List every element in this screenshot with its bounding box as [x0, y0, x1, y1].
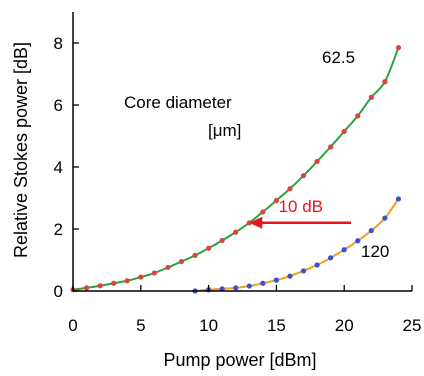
series-1-point: [260, 280, 266, 286]
y-tick-label: 6: [54, 96, 63, 115]
series-1-point: [233, 285, 239, 291]
annotation-10db: 10 dB: [279, 197, 323, 216]
series-0-point: [192, 252, 198, 258]
series-label-62-5: 62.5: [322, 48, 355, 67]
series-1-point: [355, 238, 361, 244]
x-tick-label: 5: [136, 316, 145, 335]
series-1-point: [300, 268, 307, 274]
x-tick-label: 0: [68, 316, 77, 335]
series-1-point: [219, 286, 225, 292]
series-0-point: [260, 209, 266, 215]
series-0-point: [341, 128, 347, 134]
series-1-point: [246, 283, 252, 289]
y-tick-label: 2: [54, 220, 63, 239]
series-0-point: [206, 245, 212, 251]
series-1-point: [273, 277, 279, 283]
series-0-point: [273, 197, 279, 204]
series-0-point: [178, 258, 185, 265]
series-0-point: [395, 45, 402, 51]
legend-title-line2: [μm]: [208, 121, 241, 140]
series-0-point: [233, 229, 239, 235]
series-1-fit-line: [194, 198, 400, 292]
annotation-arrow: [249, 216, 351, 229]
series-1-point: [328, 255, 334, 261]
x-tick-label: 10: [199, 316, 218, 335]
series-0-point: [382, 79, 388, 85]
series-0-point: [314, 158, 320, 165]
series-0-point: [97, 283, 103, 289]
series-0-point: [165, 264, 171, 271]
series-1-point: [382, 215, 388, 221]
legend-title-line1: Core diameter: [124, 93, 232, 112]
series-0-point: [368, 94, 374, 100]
series-0-fit-line: [72, 47, 400, 291]
y-tick-label: 4: [54, 158, 63, 177]
series-0-point: [151, 270, 157, 276]
series-0-point: [111, 280, 117, 286]
series-label-120: 120: [361, 242, 389, 261]
ticks: 0 5 10 15 20 25 0 2 4 6 8: [54, 34, 422, 335]
series-0-point: [83, 285, 90, 291]
series-0-point: [300, 173, 307, 179]
series-0-point: [328, 144, 334, 150]
x-axis-title: Pump power [dBm]: [163, 350, 316, 370]
x-tick-label: 25: [403, 316, 422, 335]
annotation-arrow-head: [249, 216, 263, 229]
series-0-point: [219, 237, 225, 244]
series-1-point: [341, 247, 347, 253]
x-tick-label: 20: [335, 316, 354, 335]
x-tick-label: 15: [267, 316, 286, 335]
series-1-point: [287, 273, 293, 279]
y-tick-label: 0: [54, 282, 63, 301]
axes: [72, 12, 412, 292]
series-0-point: [124, 278, 130, 284]
series-0-point: [246, 220, 252, 226]
plot-area: [70, 45, 402, 294]
series-1-point: [395, 196, 402, 202]
y-axis-title: Relative Stokes power [dB]: [11, 42, 31, 258]
series-0-point: [287, 186, 293, 192]
series-0-point: [355, 113, 361, 119]
series-1-point: [368, 227, 374, 234]
series-0-point: [138, 274, 144, 280]
y-tick-label: 8: [54, 34, 63, 53]
series-1-point: [314, 262, 320, 268]
